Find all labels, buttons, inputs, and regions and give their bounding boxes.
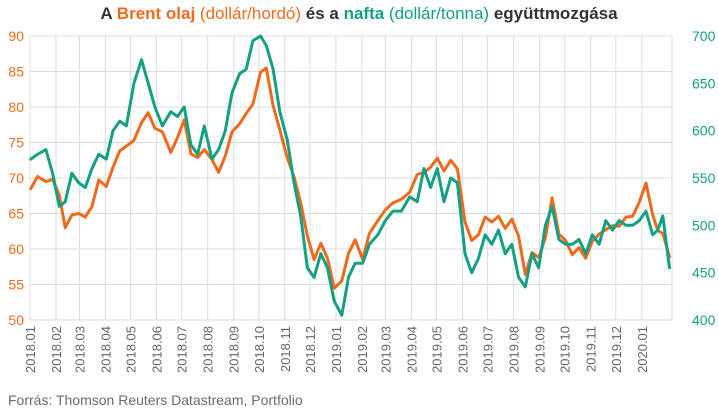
- title-brent-unit: (dollár/hordó): [195, 4, 302, 23]
- right-tick-label: 700: [692, 28, 716, 44]
- x-tick-label: 2019.02: [355, 326, 370, 373]
- left-tick-label: 65: [8, 206, 24, 222]
- series-layer: [29, 34, 671, 317]
- x-tick-label: 2019.07: [481, 326, 496, 373]
- left-axis: 50 55 60 65 70 75 80 85 90: [8, 28, 24, 328]
- left-tick-label: 75: [8, 135, 24, 151]
- right-tick-label: 650: [692, 75, 716, 91]
- right-axis: 400 450 500 550 600 650 700: [692, 28, 716, 328]
- x-tick-label: 2019.10: [558, 326, 573, 373]
- title-suffix: együttmozgása: [489, 4, 618, 23]
- x-tick-label: 2019.12: [609, 326, 624, 373]
- x-tick-label: 2019.03: [378, 326, 393, 373]
- x-tick-label: 2019.04: [404, 326, 419, 373]
- series-line-brent: [29, 66, 671, 290]
- title-naphtha-unit: (dollár/tonna): [384, 4, 490, 23]
- left-tick-label: 60: [8, 241, 24, 257]
- title-brent: Brent olaj: [116, 4, 196, 23]
- left-tick-label: 55: [8, 277, 24, 293]
- x-tick-label: 2019.06: [455, 326, 470, 373]
- x-tick-label: 2019.08: [507, 326, 522, 373]
- x-tick-label: 2019.05: [429, 326, 444, 373]
- x-tick-label: 2018.08: [201, 326, 216, 373]
- title-naphtha: nafta: [343, 4, 385, 23]
- x-tick-label: 2018.04: [98, 326, 113, 373]
- x-tick-label: 2018.07: [175, 326, 190, 373]
- left-tick-label: 90: [8, 28, 24, 44]
- left-tick-label: 50: [8, 312, 24, 328]
- x-tick-label: 2018.10: [252, 326, 267, 373]
- x-tick-label: 2019.11: [584, 326, 599, 372]
- right-tick-label: 400: [692, 312, 716, 328]
- x-tick-label: 2018.02: [49, 326, 64, 373]
- x-tick-label: 2018.12: [303, 326, 318, 373]
- right-tick-label: 550: [692, 170, 716, 186]
- x-tick-label: 2018.06: [150, 326, 165, 373]
- title-and: és a: [301, 4, 344, 23]
- x-tick-label: 2018.09: [227, 326, 242, 373]
- chart-title: A Brent olaj (dollár/hordó) és a nafta (…: [0, 4, 718, 24]
- x-tick-label: 2018.05: [124, 326, 139, 373]
- x-tick-label: 2019.01: [329, 326, 344, 373]
- right-tick-label: 450: [692, 265, 716, 281]
- right-tick-label: 600: [692, 123, 716, 139]
- x-tick-label: 2018.01: [23, 326, 38, 373]
- right-tick-label: 500: [692, 217, 716, 233]
- left-tick-label: 85: [8, 64, 24, 80]
- x-tick-label: 2018.03: [72, 326, 87, 373]
- x-tick-label: 2018.11: [278, 326, 293, 372]
- x-tick-label: 2020.01: [635, 326, 650, 373]
- x-tick-label: 2019.09: [533, 326, 548, 373]
- title-prefix: A: [100, 4, 117, 23]
- gridlines: [29, 35, 673, 321]
- series-line-naphtha: [29, 34, 671, 317]
- left-tick-label: 70: [8, 170, 24, 186]
- x-axis: 2018.01 2018.02 2018.03 2018.04 2018.05 2018.…: [23, 326, 650, 373]
- left-tick-label: 80: [8, 99, 24, 115]
- source-note: Forrás: Thomson Reuters Datastream, Port…: [8, 392, 303, 408]
